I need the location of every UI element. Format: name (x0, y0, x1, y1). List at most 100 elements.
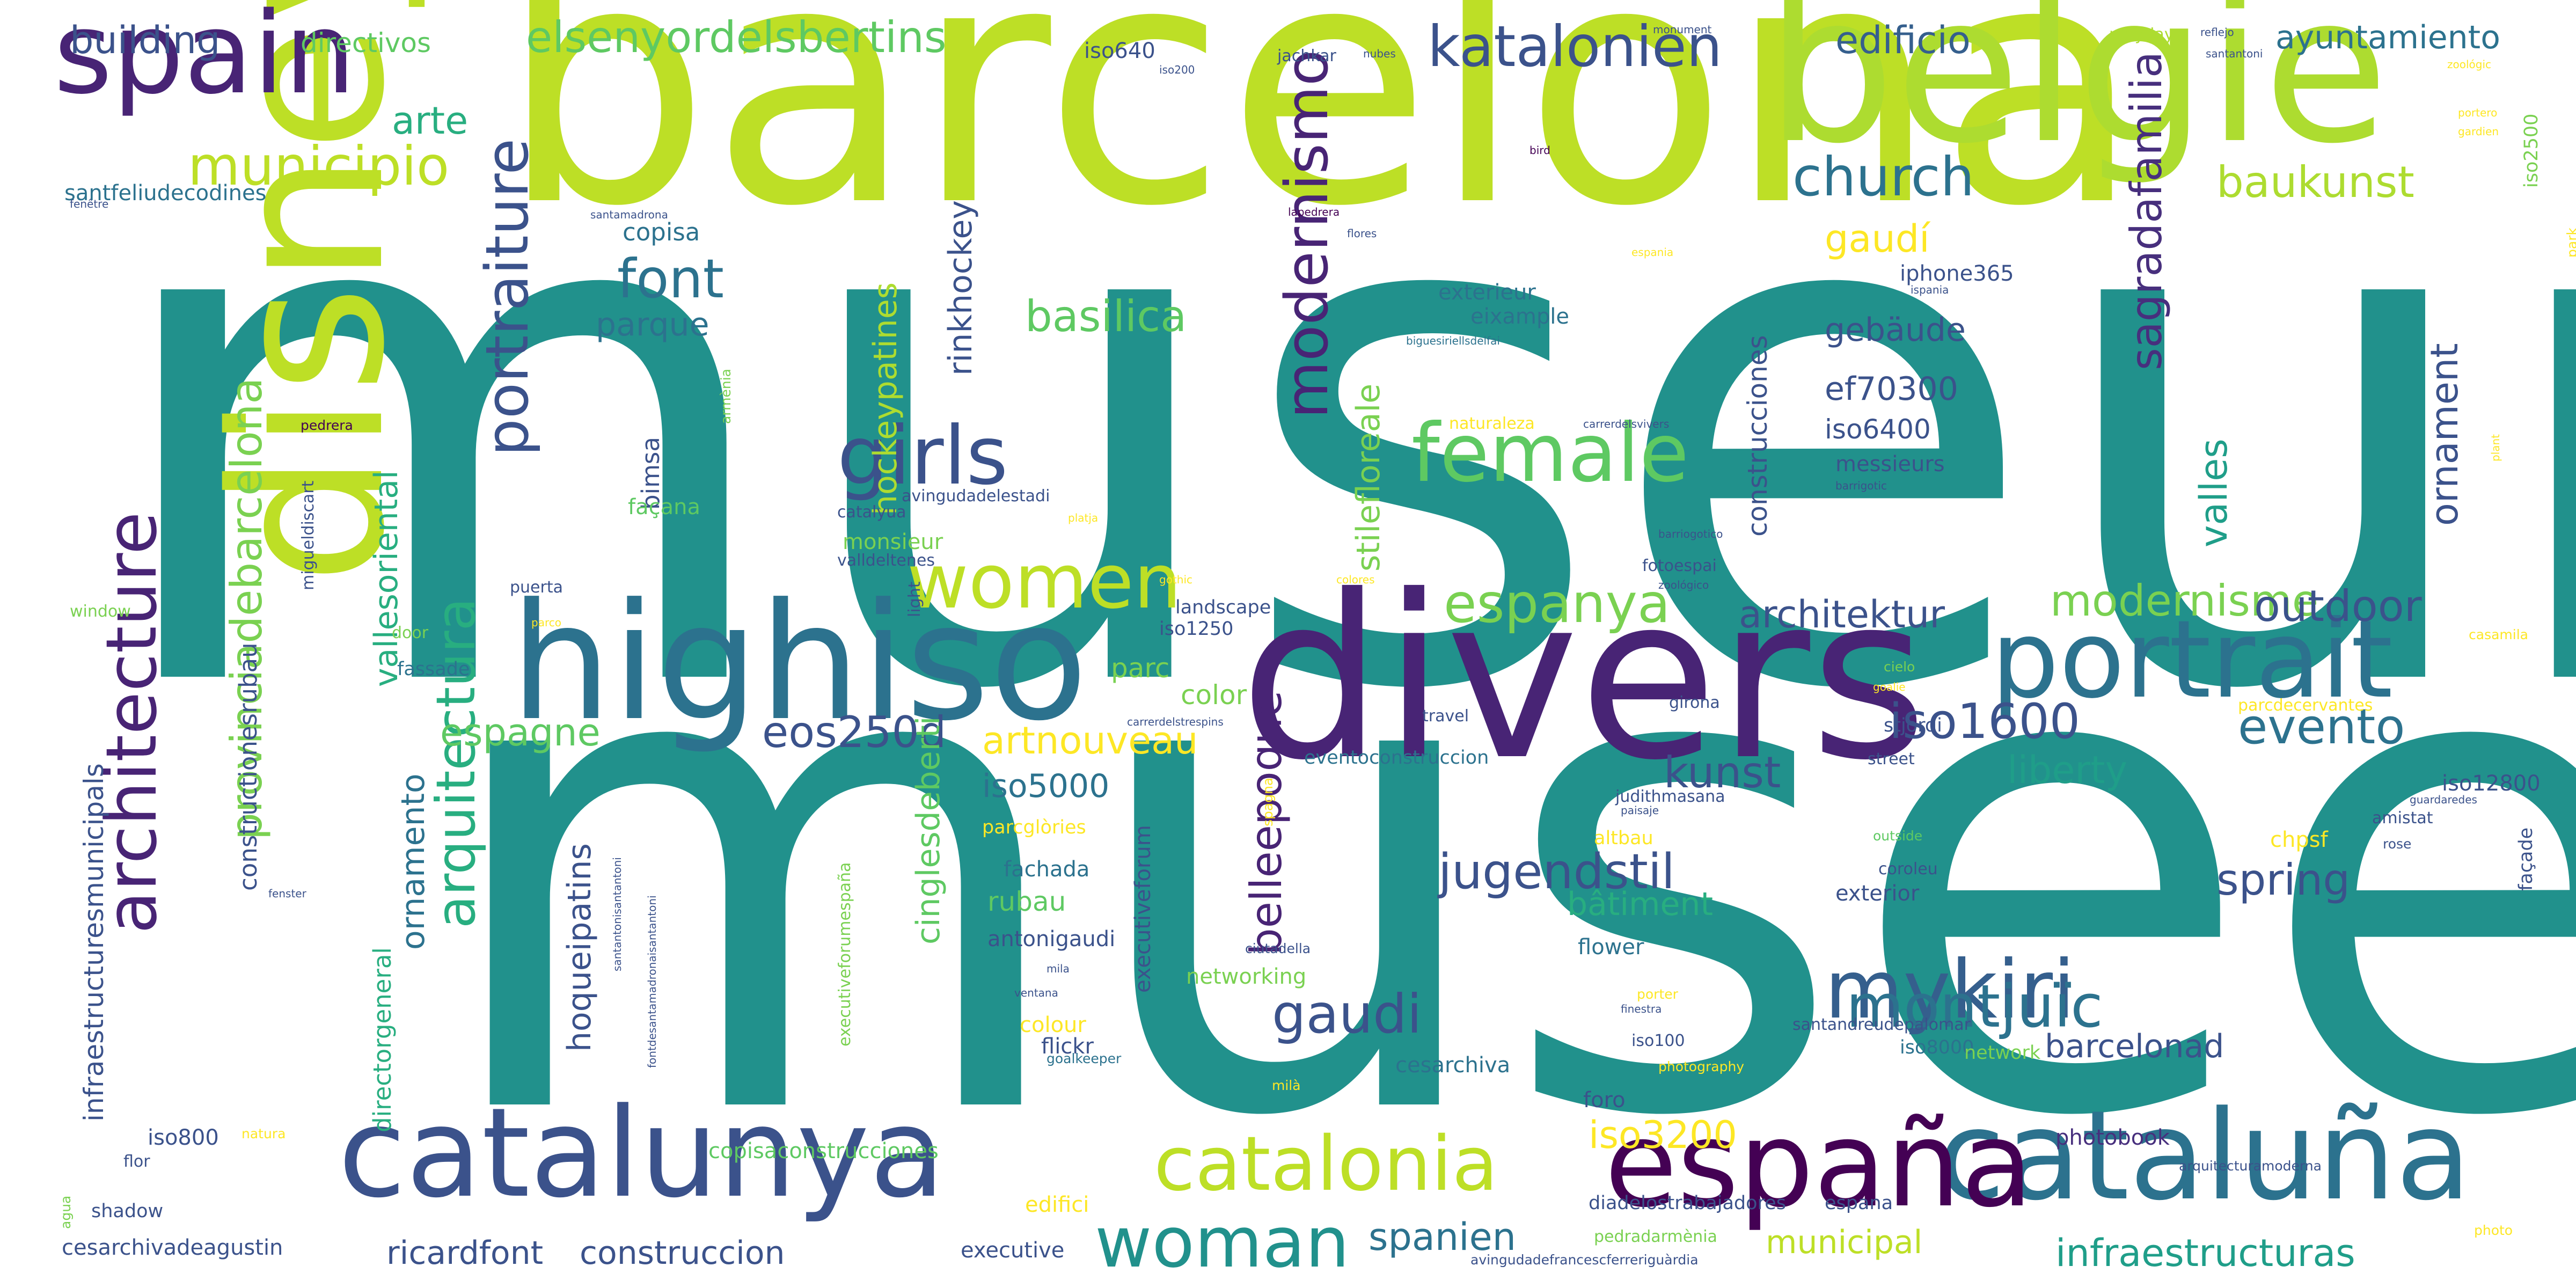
word-cataluna: cataluña (1937, 1085, 2471, 1228)
word-gaudi: gaudí (1825, 217, 1930, 261)
word-valldeltenes: valldeltenes (837, 551, 935, 570)
word-window: window (70, 602, 131, 621)
word-shadow: shadow (91, 1201, 164, 1222)
word-outside: outside (1873, 828, 1923, 844)
word-natura: natura (241, 1126, 286, 1141)
word-landscape: landscape (1175, 597, 1271, 618)
word-arquitecturamoderna: arquitecturamoderna (2179, 1158, 2322, 1174)
word-eixample: eixample (1470, 304, 1569, 329)
word-spanien: spanien (1368, 1215, 1517, 1259)
word-cielo: cielo (1884, 659, 1915, 675)
word-construcciones: construcciones (1742, 335, 1773, 537)
word-iso6400: iso6400 (1825, 414, 1931, 445)
word-infraestructuresmunicipals: infraestructuresmunicipals (78, 763, 109, 1122)
word-eventoconstruccion: eventoconstruccion (1304, 747, 1489, 769)
word-santandreudepalomar: santandreudepalomar (1792, 1015, 1971, 1034)
word-portraiture: portraiture (473, 138, 541, 456)
word-infraestructuras: infraestructuras (2055, 1231, 2355, 1275)
word-construccion: construccion (580, 1234, 785, 1272)
word-espagne: espagne (440, 711, 601, 755)
word-jugendstil: jugendstil (1438, 844, 1675, 900)
word-barcelona: barcelona (499, 0, 2142, 279)
word-colores: colores (1336, 573, 1375, 586)
word-street: street (1868, 750, 1915, 769)
word-carrerdelstrespins: carrerdelstrespins (1127, 715, 1224, 728)
word-female: female (1411, 407, 1689, 500)
word-kunst: kunst (1664, 748, 1781, 797)
word-musee: musee (429, 487, 2576, 1262)
word-iso640: iso640 (1084, 39, 1155, 63)
word-chpsf: chpsf (2270, 828, 2328, 852)
word-goalie: goalie (1873, 680, 1906, 693)
word-divers: divers (1240, 547, 1928, 810)
word-finestra: finestra (1621, 1002, 1662, 1015)
word-mayday: mayday (2109, 25, 2174, 44)
word-parcdecervantes: parcdecervantes (2238, 696, 2373, 715)
word-santfeliudecodines: santfeliudecodines (64, 181, 267, 206)
word-flores: flores (1347, 227, 1377, 240)
word-monsieur: monsieur (843, 530, 943, 554)
word-casamila: casamila (2469, 627, 2528, 642)
word-colour: colour (1020, 1013, 1086, 1037)
word-zoologic: zoológic (2447, 58, 2492, 71)
word-valles: valles (2192, 438, 2236, 547)
word-door: door (392, 624, 429, 642)
word-cesarchivadeagustin: cesarchivadeagustin (62, 1235, 283, 1260)
word-gaudi: gaudi (1272, 983, 1422, 1045)
word-gebaude: gebäude (1825, 311, 1966, 349)
word-espanya: espanya (1444, 572, 1671, 635)
word-eos250d: eos250d (762, 707, 947, 757)
word-barriogotico: barriogotico (1658, 528, 1723, 540)
word-monument: monument (1653, 23, 1712, 36)
word-gardien: gardien (2458, 125, 2499, 138)
word-executiveforumespana: executiveforumespaña (836, 862, 854, 1046)
word-iso12800: iso12800 (2442, 771, 2541, 796)
word-espana: espana (1825, 1192, 1893, 1214)
word-coroleu: coroleu (1878, 860, 1938, 879)
word-woman: woman (1095, 1202, 1350, 1283)
word-espana: españa (1605, 1096, 2033, 1233)
word-constructionesrubau: constructionesrubau (234, 642, 262, 891)
word-photo: photo (2474, 1223, 2513, 1238)
word-paisaje: paisaje (1621, 804, 1659, 817)
word-executive: executive (961, 1238, 1065, 1263)
word-jachkar: jachkar (1277, 47, 1336, 65)
word-catalyua: catalyua (837, 503, 906, 522)
word-hoqueipatins: hoqueipatins (561, 843, 598, 1052)
word-iso8000: iso8000 (1900, 1037, 1974, 1058)
word-pedrera: pedrera (301, 418, 353, 433)
word-outdoor: outdoor (2254, 581, 2422, 631)
word-municipal: municipal (1766, 1224, 1923, 1261)
word-batiment: bâtiment (1567, 885, 1713, 923)
word-amistat: amistat (2372, 809, 2433, 828)
word-facana: façana (628, 495, 700, 519)
word-copisaconstrucciones: copisaconstrucciones (708, 1139, 939, 1163)
word-altbau: altbau (1594, 828, 1653, 849)
word-ef70300: ef70300 (1825, 370, 1958, 408)
word-spring: spring (2216, 855, 2351, 905)
word-pedradarmenia: pedradarmènia (1594, 1227, 1717, 1246)
word-basilica: basilica (1025, 291, 1187, 341)
word-barrigotic: barrigotic (1835, 479, 1887, 492)
word-ventana: ventana (1014, 986, 1058, 999)
word-artnouveau: artnouveau (982, 719, 1198, 763)
word-elsenyordelsbertins: elsenyordelsbertins (526, 12, 947, 62)
word-portero: portero (2458, 106, 2498, 119)
word-iso5000: iso5000 (982, 767, 1110, 805)
word-fachada: fachada (1004, 857, 1090, 882)
word-iso800: iso800 (148, 1125, 219, 1150)
word-montjuic: montjuïc (1846, 972, 2103, 1041)
word-fenster: fenster (268, 887, 306, 900)
word-naturaleza: naturaleza (1449, 414, 1535, 433)
word-flor: flor (123, 1152, 150, 1171)
word-santantoni: santantoni (2206, 47, 2263, 60)
word-color: color (1181, 679, 1247, 711)
word-fassade: fassade (397, 658, 470, 680)
word-santantonisantantoni: santantonisantantoni (611, 857, 624, 971)
word-evento: evento (2238, 699, 2405, 755)
word-arte: arte (392, 99, 469, 143)
word-edifici: edifici (1025, 1192, 1089, 1217)
word-parcglories: parcglòries (982, 817, 1086, 838)
word-porter: porter (1637, 986, 1678, 1002)
